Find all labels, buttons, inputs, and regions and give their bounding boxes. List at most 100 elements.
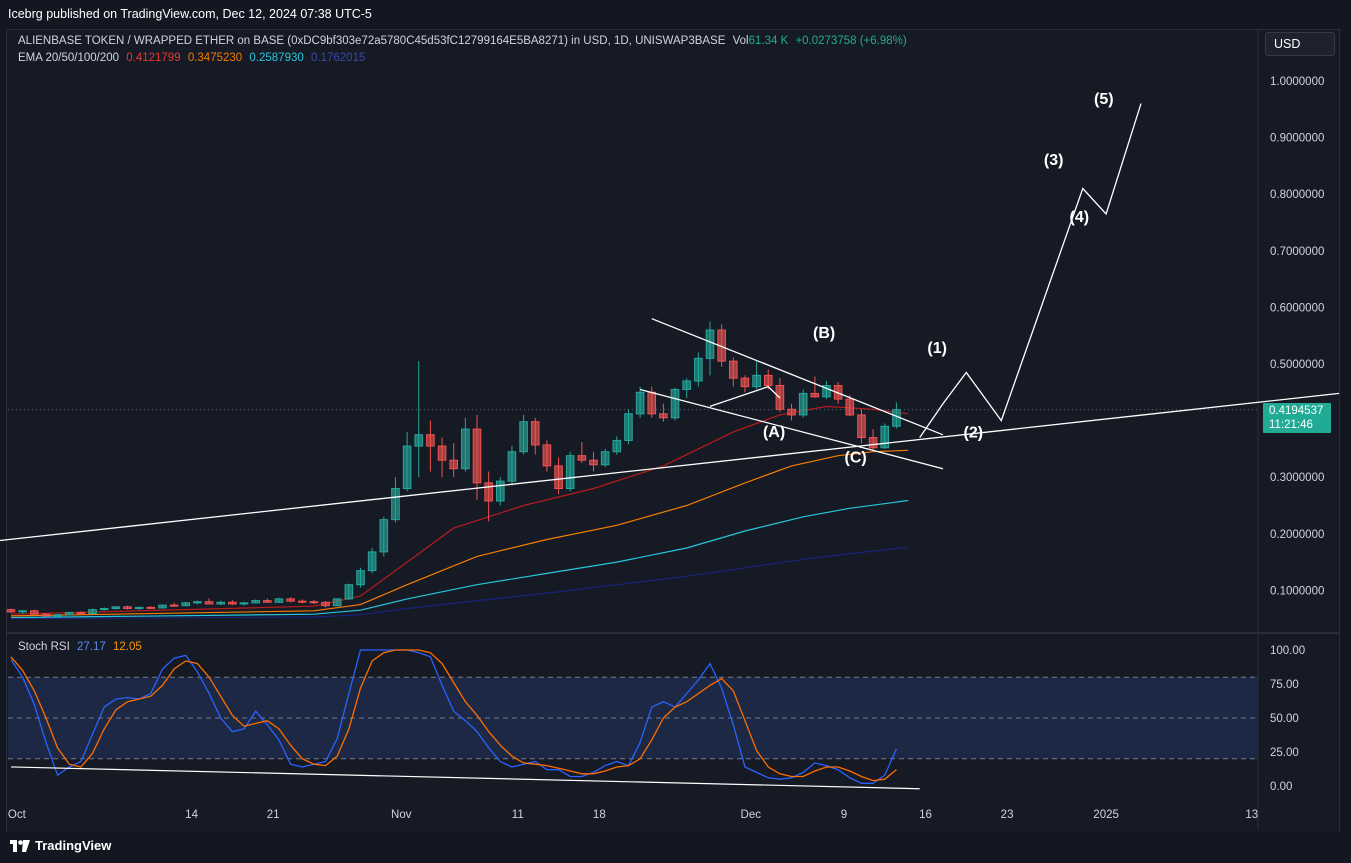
candle-body	[367, 551, 377, 572]
candle-body	[437, 445, 447, 461]
stoch-tick-label: 75.00	[1270, 679, 1299, 691]
candle	[123, 605, 132, 610]
time-tick-label: 9	[841, 809, 847, 821]
stoch-lines	[10, 649, 897, 784]
price-tick-label: 0.1000000	[1270, 585, 1324, 597]
candle-body	[99, 608, 109, 611]
time-tick-label: 14	[185, 809, 198, 821]
candle	[30, 609, 39, 615]
candle	[274, 597, 284, 603]
tradingview-logo[interactable]: TradingView	[10, 838, 111, 853]
time-tick-label: 21	[267, 809, 280, 821]
candle-body	[577, 455, 587, 461]
candle-body	[321, 601, 330, 607]
candle	[216, 600, 225, 606]
candle-body	[204, 601, 214, 605]
candle	[845, 395, 855, 417]
candle-body	[822, 385, 831, 398]
candle-body	[740, 377, 750, 388]
candle-body	[297, 600, 307, 603]
candle-body	[228, 601, 237, 605]
ema-legend: EMA 20/50/100/200 0.4121799 0.3475230 0.…	[18, 52, 369, 64]
ema-line	[10, 405, 909, 615]
wave-label: (2)	[964, 424, 984, 441]
candle-body	[379, 519, 389, 553]
candle-body	[30, 610, 39, 615]
candle	[565, 451, 575, 492]
candle	[379, 516, 389, 557]
candle-body	[193, 601, 202, 604]
candle-body	[216, 601, 225, 605]
candle-body	[880, 425, 890, 449]
candle	[64, 611, 74, 616]
candle	[239, 601, 249, 606]
candle	[705, 321, 715, 376]
candle-body	[414, 434, 424, 447]
candle-body	[554, 465, 563, 490]
candle-body	[565, 455, 575, 490]
candle	[181, 601, 191, 607]
candle	[449, 443, 458, 478]
stoch-tick-label: 50.00	[1270, 713, 1299, 725]
candle-body	[530, 421, 540, 446]
candle-body	[461, 428, 470, 470]
candle-body	[496, 480, 505, 502]
candle	[822, 380, 831, 400]
candle	[158, 604, 167, 609]
time-tick-label: 18	[593, 809, 606, 821]
candle	[600, 448, 610, 468]
candle-body	[624, 413, 633, 441]
wave-label: (C)	[845, 449, 867, 466]
candle	[134, 606, 144, 611]
price-change: +0.0273758 (+6.98%)	[795, 35, 907, 47]
wave-label: (5)	[1094, 91, 1114, 108]
axes: 1.0000000 0.9000000 0.8000000 0.7000000 0.60…	[8, 76, 1324, 821]
price-tick-label: 0.9000000	[1270, 133, 1324, 145]
candle	[286, 597, 295, 603]
time-tick-label: 2025	[1093, 809, 1119, 821]
candles	[6, 321, 901, 618]
candle-body	[332, 598, 342, 607]
time-tick-label: 13	[1245, 809, 1258, 821]
candle-body	[635, 391, 645, 415]
candle	[542, 440, 552, 472]
time-tick-label: Nov	[391, 809, 412, 821]
candle	[496, 477, 505, 506]
candle-body	[763, 374, 773, 387]
time-tick-label: 23	[1001, 809, 1014, 821]
price-tick-label: 0.7000000	[1270, 246, 1324, 258]
wave-label: (B)	[813, 325, 835, 342]
candle	[740, 375, 750, 393]
candle	[461, 417, 470, 472]
candle	[146, 606, 156, 610]
time-tick-label: 11	[512, 809, 524, 821]
candle	[472, 414, 482, 500]
candle-body	[507, 451, 517, 482]
currency-button[interactable]: USD	[1265, 32, 1335, 56]
ema-line	[10, 499, 909, 619]
price-tick-label: 1.0000000	[1270, 76, 1324, 88]
stoch-d-line	[10, 649, 897, 782]
candle-body	[589, 459, 598, 466]
top-bar: Icebrg published on TradingView.com, Dec…	[0, 0, 1351, 29]
candle	[88, 608, 97, 615]
candle	[659, 403, 668, 422]
time-tick-label: Oct	[8, 809, 27, 821]
tradingview-icon	[10, 839, 30, 852]
ema50-value: 0.3475230	[187, 52, 243, 64]
candle	[41, 613, 51, 617]
symbol-title: ALIENBASE TOKEN / WRAPPED ETHER on BASE …	[18, 35, 726, 47]
candle	[589, 451, 598, 472]
candle-body	[670, 388, 680, 419]
candle	[437, 437, 447, 478]
candle	[263, 598, 272, 603]
stoch-tick-label: 0.00	[1270, 781, 1292, 793]
candle-body	[64, 611, 74, 616]
candle-body	[344, 584, 354, 600]
candle	[507, 446, 517, 486]
candle	[519, 414, 528, 455]
ema20-value: 0.4121799	[126, 52, 181, 64]
candle	[321, 601, 330, 608]
candle	[53, 614, 62, 618]
